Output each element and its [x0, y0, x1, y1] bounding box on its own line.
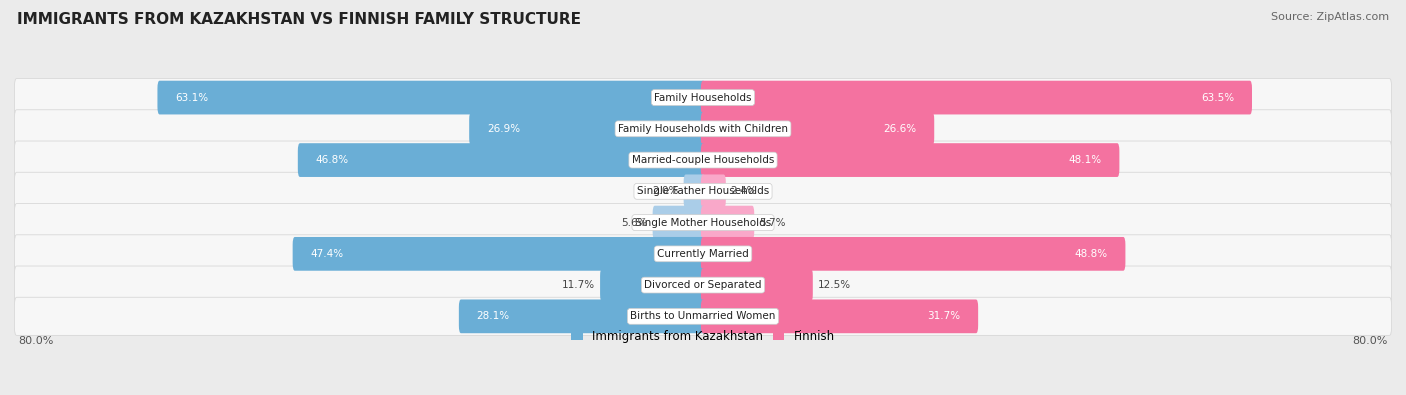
FancyBboxPatch shape	[652, 206, 706, 239]
Text: 80.0%: 80.0%	[18, 336, 53, 346]
Text: 2.0%: 2.0%	[652, 186, 679, 196]
FancyBboxPatch shape	[600, 268, 706, 302]
Text: Births to Unmarried Women: Births to Unmarried Women	[630, 311, 776, 322]
FancyBboxPatch shape	[458, 299, 706, 333]
FancyBboxPatch shape	[700, 112, 934, 146]
Legend: Immigrants from Kazakhstan, Finnish: Immigrants from Kazakhstan, Finnish	[567, 325, 839, 347]
Text: 63.5%: 63.5%	[1201, 92, 1234, 103]
Text: 2.4%: 2.4%	[731, 186, 756, 196]
Text: 26.6%: 26.6%	[883, 124, 917, 134]
FancyBboxPatch shape	[700, 81, 1251, 115]
FancyBboxPatch shape	[14, 297, 1392, 335]
Text: Married-couple Households: Married-couple Households	[631, 155, 775, 165]
FancyBboxPatch shape	[14, 172, 1392, 211]
FancyBboxPatch shape	[14, 79, 1392, 117]
Text: 28.1%: 28.1%	[477, 311, 509, 322]
Text: 5.6%: 5.6%	[621, 218, 648, 228]
FancyBboxPatch shape	[14, 203, 1392, 242]
Text: 26.9%: 26.9%	[486, 124, 520, 134]
Text: Divorced or Separated: Divorced or Separated	[644, 280, 762, 290]
Text: 5.7%: 5.7%	[759, 218, 786, 228]
Text: 31.7%: 31.7%	[928, 311, 960, 322]
FancyBboxPatch shape	[700, 237, 1125, 271]
FancyBboxPatch shape	[700, 299, 979, 333]
Text: 12.5%: 12.5%	[817, 280, 851, 290]
Text: IMMIGRANTS FROM KAZAKHSTAN VS FINNISH FAMILY STRUCTURE: IMMIGRANTS FROM KAZAKHSTAN VS FINNISH FA…	[17, 12, 581, 27]
FancyBboxPatch shape	[700, 143, 1119, 177]
Text: 80.0%: 80.0%	[1353, 336, 1388, 346]
FancyBboxPatch shape	[292, 237, 706, 271]
FancyBboxPatch shape	[14, 110, 1392, 148]
Text: 11.7%: 11.7%	[562, 280, 595, 290]
Text: 47.4%: 47.4%	[311, 249, 343, 259]
Text: 48.8%: 48.8%	[1074, 249, 1108, 259]
Text: Currently Married: Currently Married	[657, 249, 749, 259]
Text: Family Households: Family Households	[654, 92, 752, 103]
FancyBboxPatch shape	[470, 112, 706, 146]
Text: 46.8%: 46.8%	[315, 155, 349, 165]
Text: Single Mother Households: Single Mother Households	[636, 218, 770, 228]
FancyBboxPatch shape	[700, 268, 813, 302]
Text: Source: ZipAtlas.com: Source: ZipAtlas.com	[1271, 12, 1389, 22]
FancyBboxPatch shape	[157, 81, 706, 115]
Text: Family Households with Children: Family Households with Children	[619, 124, 787, 134]
FancyBboxPatch shape	[683, 175, 706, 208]
Text: Single Father Households: Single Father Households	[637, 186, 769, 196]
FancyBboxPatch shape	[700, 206, 754, 239]
FancyBboxPatch shape	[14, 266, 1392, 304]
FancyBboxPatch shape	[14, 141, 1392, 179]
FancyBboxPatch shape	[298, 143, 706, 177]
FancyBboxPatch shape	[14, 235, 1392, 273]
Text: 48.1%: 48.1%	[1069, 155, 1102, 165]
Text: 63.1%: 63.1%	[176, 92, 208, 103]
FancyBboxPatch shape	[700, 175, 725, 208]
